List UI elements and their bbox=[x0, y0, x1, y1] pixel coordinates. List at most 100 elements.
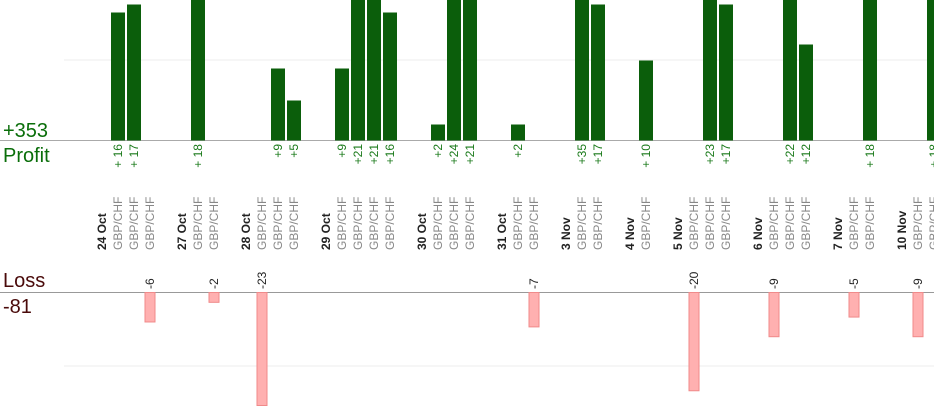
loss-value-label: -20 bbox=[687, 271, 701, 289]
pair-label: GBP/CHF bbox=[863, 197, 877, 250]
profit-value-label: +21 bbox=[351, 144, 365, 165]
pair-label: GBP/CHF bbox=[191, 197, 205, 250]
pair-label: GBP/CHF bbox=[575, 197, 589, 250]
date-label: 28 Oct bbox=[239, 213, 253, 250]
loss-bar bbox=[912, 292, 924, 338]
profit-bar bbox=[719, 4, 733, 141]
profit-value-label: + 18 bbox=[927, 144, 934, 168]
profit-bar bbox=[927, 0, 934, 141]
profit-bar bbox=[591, 4, 605, 141]
profit-value-label: +17 bbox=[591, 144, 605, 165]
date-label: 6 Nov bbox=[751, 217, 765, 250]
pair-label: GBP/CHF bbox=[463, 197, 477, 250]
profit-bar bbox=[351, 0, 365, 141]
pair-label: GBP/CHF bbox=[207, 197, 221, 250]
profit-bar bbox=[447, 0, 461, 141]
pair-label: GBP/CHF bbox=[767, 197, 781, 250]
profit-value-label: +17 bbox=[719, 144, 733, 165]
date-label: 27 Oct bbox=[175, 213, 189, 250]
profit-value-label: +35 bbox=[575, 144, 589, 165]
profit-bar bbox=[367, 0, 381, 141]
date-label: 30 Oct bbox=[415, 213, 429, 250]
loss-value-label: -9 bbox=[911, 278, 925, 289]
pair-label: GBP/CHF bbox=[287, 197, 301, 250]
pair-label: GBP/CHF bbox=[927, 197, 934, 250]
profit-bar bbox=[191, 0, 205, 141]
profit-value-label: +5 bbox=[287, 144, 301, 158]
pair-label: GBP/CHF bbox=[255, 197, 269, 250]
profit-value-label: +2 bbox=[511, 144, 525, 158]
profit-bar bbox=[799, 44, 813, 141]
date-label: 31 Oct bbox=[495, 213, 509, 250]
profit-value-label: + 10 bbox=[639, 144, 653, 168]
pair-label: GBP/CHF bbox=[431, 197, 445, 250]
profit-value-label: +9 bbox=[335, 144, 349, 158]
profit-bar bbox=[639, 60, 653, 141]
profit-label: Profit bbox=[3, 145, 50, 167]
profit-value-label: +12 bbox=[799, 144, 813, 165]
profit-bar bbox=[703, 0, 717, 141]
profit-value-label: + 18 bbox=[863, 144, 877, 168]
loss-total: -81 bbox=[3, 296, 32, 318]
pair-label: GBP/CHF bbox=[911, 197, 925, 250]
loss-value-label: -23 bbox=[255, 271, 269, 289]
pair-label: GBP/CHF bbox=[783, 197, 797, 250]
pair-label: GBP/CHF bbox=[847, 197, 861, 250]
profit-bar bbox=[463, 0, 477, 141]
pair-label: GBP/CHF bbox=[527, 197, 541, 250]
profit-value-label: +22 bbox=[783, 144, 797, 165]
date-label: 5 Nov bbox=[671, 217, 685, 250]
pair-label: GBP/CHF bbox=[719, 197, 733, 250]
pair-label: GBP/CHF bbox=[383, 197, 397, 250]
loss-value-label: -5 bbox=[847, 278, 861, 289]
pair-label: GBP/CHF bbox=[511, 197, 525, 250]
pair-label: GBP/CHF bbox=[591, 197, 605, 250]
loss-bar bbox=[256, 292, 268, 406]
profit-bar bbox=[383, 12, 397, 141]
loss-bar bbox=[208, 292, 220, 303]
profit-value-label: +23 bbox=[703, 144, 717, 165]
pair-label: GBP/CHF bbox=[799, 197, 813, 250]
pair-label: GBP/CHF bbox=[127, 197, 141, 250]
profit-value-label: + 18 bbox=[191, 144, 205, 168]
pair-label: GBP/CHF bbox=[367, 197, 381, 250]
profit-value-label: + 16 bbox=[111, 144, 125, 168]
profit-value-label: +24 bbox=[447, 144, 461, 165]
date-label: 7 Nov bbox=[831, 217, 845, 250]
loss-value-label: -6 bbox=[143, 278, 157, 289]
profit-value-label: +9 bbox=[271, 144, 285, 158]
date-label: 3 Nov bbox=[559, 217, 573, 250]
profit-bar bbox=[271, 68, 285, 141]
date-label: 10 Nov bbox=[895, 210, 909, 250]
profit-bar bbox=[511, 124, 525, 141]
profit-value-label: +21 bbox=[367, 144, 381, 165]
profit-value-label: +21 bbox=[463, 144, 477, 165]
profit-bar bbox=[287, 100, 301, 141]
profit-bar bbox=[575, 0, 589, 141]
loss-value-label: -9 bbox=[767, 278, 781, 289]
loss-bar bbox=[688, 292, 700, 392]
profit-bar bbox=[863, 0, 877, 141]
profit-value-label: + 17 bbox=[127, 144, 141, 168]
loss-value-label: -7 bbox=[527, 278, 541, 289]
profit-total: +353 bbox=[3, 120, 49, 142]
date-label: 29 Oct bbox=[319, 213, 333, 250]
profit-bar bbox=[127, 4, 141, 141]
date-label: 4 Nov bbox=[623, 217, 637, 250]
profit-value-label: +2 bbox=[431, 144, 445, 158]
pair-label: GBP/CHF bbox=[639, 197, 653, 250]
pair-label: GBP/CHF bbox=[447, 197, 461, 250]
pair-label: GBP/CHF bbox=[687, 197, 701, 250]
pair-label: GBP/CHF bbox=[271, 197, 285, 250]
loss-label: Loss bbox=[3, 270, 46, 292]
profit-bar bbox=[335, 68, 349, 141]
loss-bar bbox=[144, 292, 156, 323]
loss-value-label: -2 bbox=[207, 278, 221, 289]
profit-value-label: +16 bbox=[383, 144, 397, 165]
profit-bar bbox=[111, 12, 125, 141]
pair-label: GBP/CHF bbox=[143, 197, 157, 250]
loss-bar bbox=[848, 292, 860, 318]
pair-label: GBP/CHF bbox=[351, 197, 365, 250]
pair-label: GBP/CHF bbox=[703, 197, 717, 250]
